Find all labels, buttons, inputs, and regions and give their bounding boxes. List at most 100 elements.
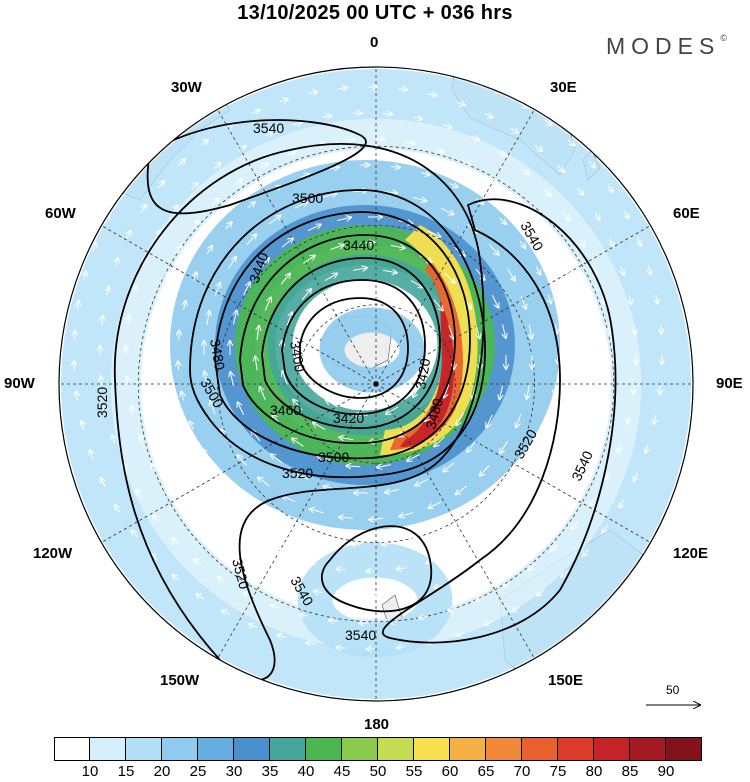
wind-vector <box>115 258 118 267</box>
wind-vector <box>558 496 565 504</box>
meridian-line <box>375 383 651 543</box>
lon-label-120e: 120E <box>673 545 709 562</box>
contour-label: 3540 <box>253 120 284 136</box>
colorbar-tick-label: 80 <box>585 763 603 780</box>
wind-vector <box>546 469 551 477</box>
wind-vector <box>602 294 604 304</box>
colorbar-swatch <box>342 737 378 761</box>
contour-label: 3500 <box>292 190 323 206</box>
wind-vector <box>382 270 397 272</box>
wind-vector <box>252 538 261 543</box>
wind-vector <box>132 530 138 538</box>
wind-vector <box>143 258 146 267</box>
jet-maximum <box>400 300 455 448</box>
wind-vector <box>480 465 490 475</box>
wind-vector <box>231 555 239 560</box>
wind-vector <box>344 596 353 597</box>
wind-vector <box>131 406 133 416</box>
wind-vector <box>397 89 407 90</box>
wind-vector <box>429 501 442 508</box>
wind-vector <box>265 515 274 520</box>
wind-vector <box>512 607 520 612</box>
wind-vector <box>497 150 506 156</box>
wind-vector <box>382 544 391 545</box>
wind-vector <box>576 295 578 304</box>
colorbar-tick-label: 65 <box>477 763 495 780</box>
wind-vector <box>277 635 286 638</box>
wind-vector <box>499 217 506 224</box>
wind-vector <box>324 274 337 281</box>
wind-vector <box>293 400 303 411</box>
wind-vector <box>433 299 443 311</box>
wind-vector <box>329 167 339 169</box>
wind-vector <box>190 421 194 430</box>
wind-vector <box>456 102 465 105</box>
wind-vector <box>563 212 569 220</box>
wind-vector <box>374 597 384 598</box>
colorbar-tick-label: 10 <box>81 763 99 780</box>
colorbar-swatch <box>414 737 450 761</box>
wind-vector <box>455 549 463 553</box>
wind-vector <box>296 473 309 480</box>
wind-vector <box>184 301 186 310</box>
wind-vector <box>326 400 339 408</box>
wind-vector <box>503 324 506 338</box>
colorbar-swatch <box>306 737 342 761</box>
colorbar-swatch <box>162 737 198 761</box>
wind-vector <box>153 331 154 340</box>
wind-vector <box>179 123 187 130</box>
wind-vector <box>281 238 293 248</box>
wind-vector <box>590 443 593 452</box>
wind-vector <box>562 442 566 451</box>
wind-vector <box>134 286 136 295</box>
contour-label: 3480 <box>422 396 446 430</box>
wind-vector <box>228 257 236 269</box>
wind-vector <box>260 387 266 400</box>
wind-vector <box>413 117 422 119</box>
wind-vector <box>463 574 472 578</box>
wind-vector <box>188 475 194 483</box>
contour-label: 3520 <box>229 557 253 591</box>
wind-vector <box>90 450 93 459</box>
colorbar-tick-label: 60 <box>441 763 459 780</box>
wind-vector <box>346 466 361 467</box>
wind-vector <box>156 231 160 239</box>
wind-vector <box>225 222 232 230</box>
wind-vector <box>486 414 493 428</box>
wind-vector <box>491 294 498 308</box>
wind-vector <box>407 453 420 460</box>
colorbar-tick-label: 90 <box>657 763 675 780</box>
colorbar-swatch <box>666 737 702 761</box>
wind-vector <box>475 268 485 280</box>
wind-vector <box>193 272 197 281</box>
wind-vector <box>241 496 249 503</box>
wind-vector <box>258 477 270 487</box>
wind-vector <box>128 316 129 325</box>
wind-vector <box>285 70 295 73</box>
wind-vector <box>565 266 569 275</box>
wind-vector <box>386 406 399 414</box>
wind-vector <box>537 589 545 595</box>
wind-vector <box>475 324 480 338</box>
wind-vector <box>573 414 575 424</box>
wind-vector <box>415 478 429 485</box>
contour-label: 3420 <box>333 410 364 426</box>
wind-vector <box>528 493 534 501</box>
contour-3460 <box>239 234 456 445</box>
wind-vector <box>582 324 583 334</box>
wind-vector <box>243 283 250 296</box>
wind-vector <box>246 234 256 245</box>
wind-vector <box>512 194 520 200</box>
colorbar-tick-label: 20 <box>153 763 171 780</box>
wind-vector <box>493 491 500 498</box>
wind-vector <box>229 91 238 95</box>
colorbar-swatch <box>90 737 126 761</box>
wind-vector <box>337 88 347 89</box>
contour-label: 3400 <box>287 340 308 374</box>
wind-vector <box>434 436 445 447</box>
contour-label: 3500 <box>318 449 349 465</box>
wind-vector <box>529 324 532 339</box>
wind-vector <box>637 237 641 245</box>
core-band <box>319 307 425 393</box>
wind-vector <box>444 272 454 283</box>
